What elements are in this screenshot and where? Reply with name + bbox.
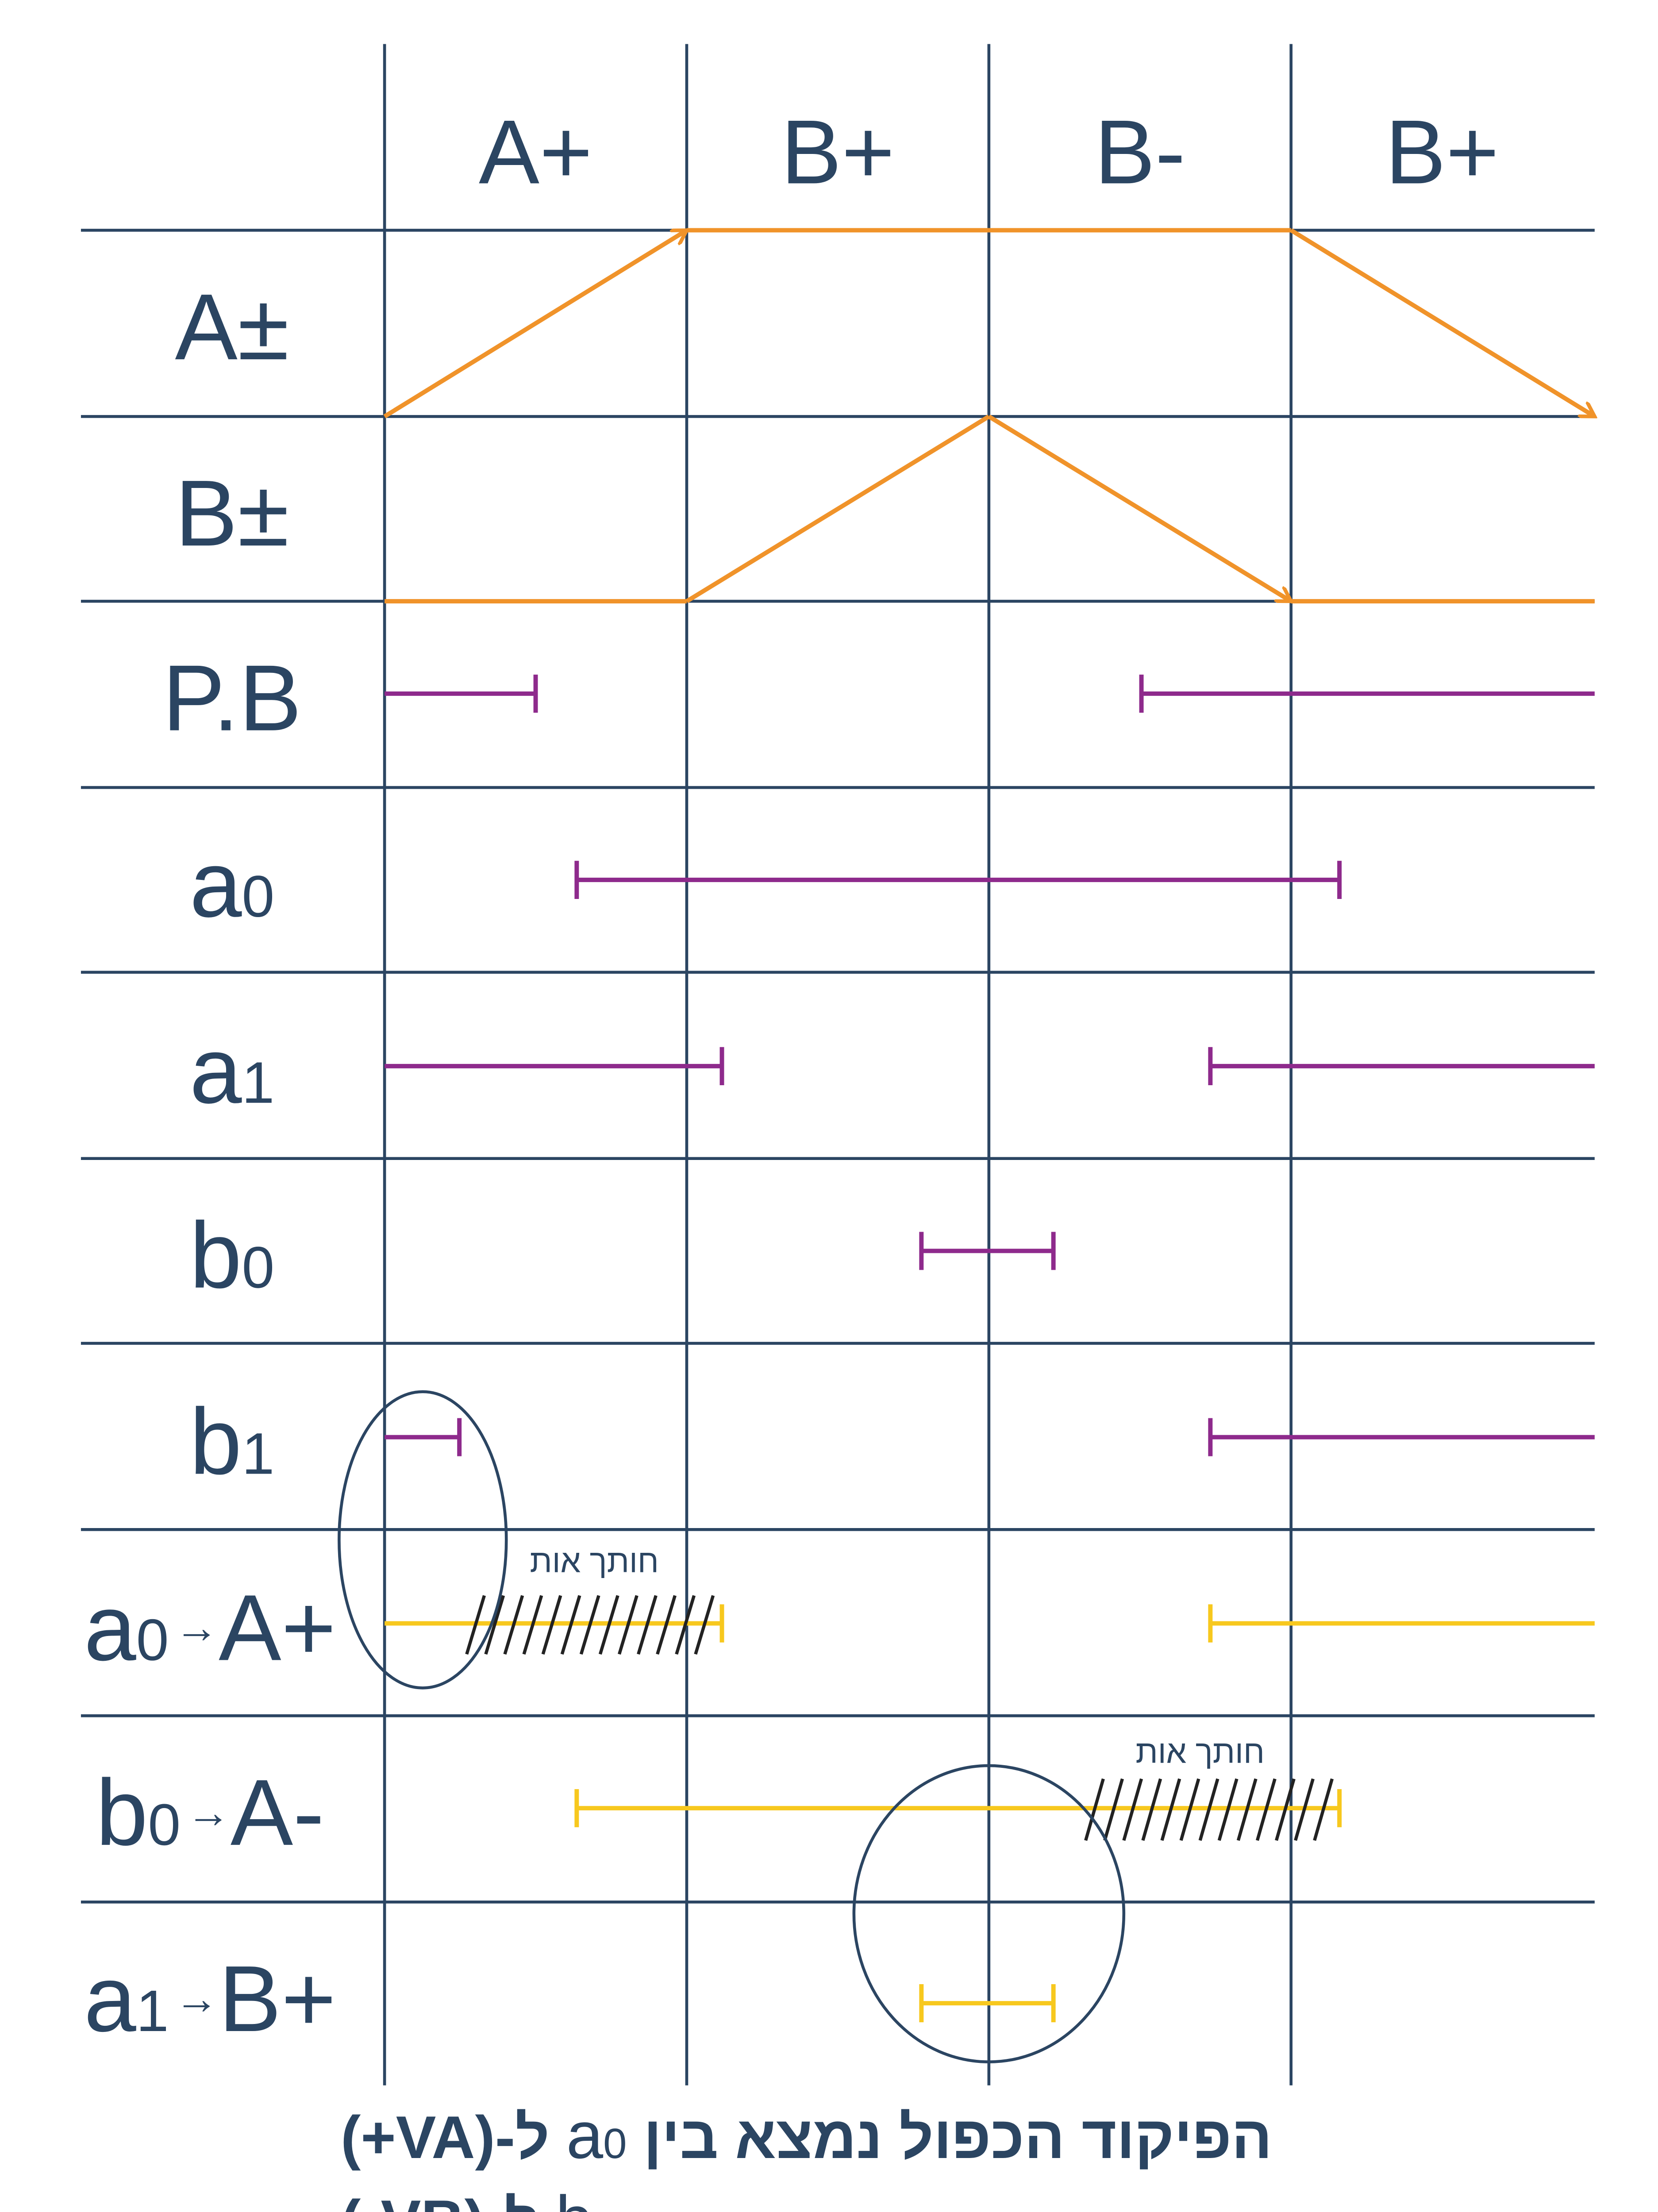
cylinder-motion (988, 415, 1291, 603)
row-label: a1 →B+ (84, 1946, 336, 2051)
row-label: a1 (190, 1018, 275, 1123)
hatch (637, 1595, 658, 1655)
row-label-arrow: → (186, 1788, 230, 1837)
row-label-sub: 0 (136, 1607, 169, 1673)
hatch (1198, 1778, 1219, 1841)
row-label-main: a (84, 1946, 136, 2051)
row-label-main: b (190, 1202, 242, 1307)
hatch (598, 1595, 619, 1655)
row-label-sub: 0 (242, 1235, 274, 1300)
footer-text: הפיקוד הכפול נמצא בין (643, 2104, 1273, 2171)
row-label-sub: 0 (148, 1792, 181, 1858)
row-label-sub: 0 (242, 864, 274, 929)
hatch (675, 1595, 696, 1655)
footer-sub: 0 (603, 2120, 627, 2167)
column-header: B+ (1385, 101, 1499, 203)
row-label-main: a (190, 1018, 242, 1123)
hatch (541, 1595, 562, 1655)
hatch (1275, 1778, 1296, 1841)
footer-tail: ל-(VB-) (341, 2188, 539, 2212)
row-label-main: A± (175, 274, 289, 379)
hatch (1294, 1778, 1315, 1841)
row-label: P.B (162, 645, 302, 750)
footer-tail: ל-(VA+) (341, 2104, 550, 2171)
column-header: B+ (781, 101, 895, 203)
hatch (617, 1595, 639, 1655)
row-label-main: b (96, 1760, 148, 1865)
hatch (1160, 1778, 1181, 1841)
hatch (1313, 1778, 1334, 1841)
cylinder-motion (1290, 228, 1595, 419)
row-label-target: A+ (219, 1575, 336, 1680)
cylinder-motion (685, 415, 990, 603)
highlight-ellipse (852, 1764, 1126, 2063)
hatch (579, 1595, 600, 1655)
hatch (656, 1595, 677, 1655)
hatch (1217, 1778, 1239, 1841)
row-label-sub: 1 (242, 1421, 274, 1486)
row-label: a0 →A+ (84, 1575, 336, 1680)
row-label-target: A- (231, 1760, 324, 1865)
row-label-arrow: → (175, 1603, 219, 1652)
row-label: a0 (190, 832, 275, 937)
row-label: B± (175, 461, 289, 565)
hatch (1141, 1778, 1162, 1841)
row-label-target: B+ (219, 1946, 336, 2051)
highlight-ellipse (338, 1390, 508, 1690)
hatch (1122, 1778, 1143, 1841)
hatch (560, 1595, 581, 1655)
column-header: B- (1094, 101, 1185, 203)
row-label-main: b (190, 1389, 242, 1494)
row-label: A± (175, 274, 289, 379)
cylinder-motion (383, 228, 687, 419)
row-label-sub: 1 (242, 1050, 274, 1116)
row-label-main: a (84, 1575, 136, 1680)
row-label-main: B± (175, 461, 289, 565)
row-label-arrow: → (175, 1974, 219, 2023)
hatch (1179, 1778, 1200, 1841)
footer-line: b1 ל-(VB-) (341, 2181, 1358, 2212)
row-label-main: a (190, 832, 242, 937)
column-header: A+ (479, 101, 592, 203)
hatch (1084, 1778, 1105, 1841)
hatch (1255, 1778, 1277, 1841)
annotation: חותך אות (1135, 1734, 1265, 1770)
hatch (503, 1595, 524, 1655)
footer-sub: 1 (592, 2204, 616, 2212)
hatch (484, 1595, 505, 1655)
hatch (694, 1595, 715, 1655)
hatch (465, 1595, 486, 1655)
hatch (1103, 1778, 1124, 1841)
footer-line: הפיקוד הכפול נמצא בין a0 ל-(VA+) (341, 2097, 1358, 2174)
row-label: b0 →A- (96, 1760, 324, 1865)
hatch (522, 1595, 543, 1655)
row-label: b0 (190, 1202, 275, 1307)
hatch (1236, 1778, 1258, 1841)
row-label-main: P.B (162, 645, 302, 750)
footer-var: a (566, 2098, 604, 2172)
footer-var: b (556, 2182, 592, 2212)
annotation: חותך אות (530, 1544, 659, 1579)
row-label-sub: 1 (136, 1978, 169, 2044)
row-label: b1 (190, 1389, 275, 1494)
